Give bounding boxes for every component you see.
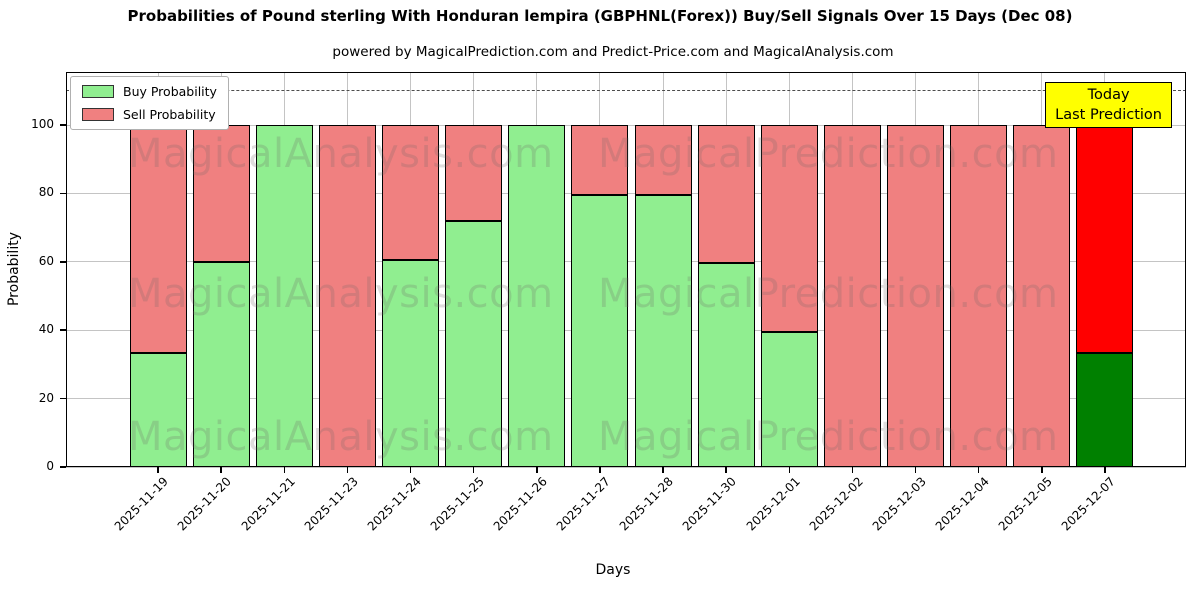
y-tick-mark [60, 329, 66, 331]
legend-item-buy: Buy Probability [82, 84, 217, 99]
y-tick-mark [60, 397, 66, 400]
x-tick-mark [851, 467, 854, 473]
today-annotation: Today Last Prediction [1045, 82, 1172, 128]
bar-sell-segment [823, 125, 881, 467]
h-gridline [66, 124, 1186, 126]
legend-label-sell: Sell Probability [123, 107, 216, 122]
y-tick-mark [60, 261, 66, 263]
x-tick-mark [409, 467, 412, 473]
x-tick-mark [536, 467, 538, 473]
bar-buy-segment [1076, 353, 1134, 467]
y-tick-label: 20 [38, 390, 54, 405]
bar-buy-segment [255, 125, 313, 467]
bar-sell-segment [697, 125, 755, 264]
x-tick-mark [788, 467, 791, 473]
y-tick-label: 40 [38, 322, 54, 337]
bar-sell-segment [382, 125, 440, 261]
legend-label-buy: Buy Probability [123, 84, 217, 99]
bar-sell-segment [1076, 125, 1134, 354]
bar-buy-segment [129, 353, 187, 467]
bar-sell-segment [445, 125, 503, 221]
x-tick-mark [283, 467, 285, 473]
bar-sell-segment [192, 125, 250, 262]
today-annotation-line2: Last Prediction [1055, 107, 1162, 123]
y-tick-mark [60, 466, 66, 468]
x-tick-label: 2025-11-20 [175, 474, 235, 534]
x-tick-label: 2025-12-04 [932, 474, 992, 534]
x-tick-label: 2025-11-23 [301, 474, 361, 534]
x-tick-mark [346, 467, 349, 473]
bar-sell-segment [887, 125, 945, 467]
x-tick-mark [157, 467, 159, 473]
today-annotation-line1: Today [1087, 87, 1130, 103]
bar-sell-segment [634, 125, 692, 196]
bar-buy-segment [192, 261, 250, 467]
bar-sell-segment [571, 125, 629, 196]
x-tick-label: 2025-11-21 [238, 474, 298, 534]
bar-sell-segment [318, 125, 376, 467]
x-tick-mark [914, 467, 917, 473]
y-tick-label: 0 [46, 459, 54, 473]
x-tick-label: 2025-12-02 [806, 474, 866, 534]
y-tick-mark [60, 192, 66, 195]
legend-swatch-sell-icon [82, 108, 114, 121]
y-tick-label: 60 [38, 253, 54, 268]
x-tick-label: 2025-11-25 [427, 474, 487, 534]
h-gridline [66, 466, 1186, 468]
legend-item-sell: Sell Probability [82, 107, 217, 122]
x-tick-mark [725, 467, 727, 473]
chart-subtitle: powered by MagicalPrediction.com and Pre… [332, 44, 894, 60]
x-axis-label: Days [595, 562, 631, 578]
dashed-threshold-line [66, 89, 1186, 91]
y-tick-mark [60, 124, 66, 126]
x-tick-mark [472, 467, 475, 473]
x-tick-mark [662, 467, 664, 473]
y-tick-label: 100 [31, 117, 54, 131]
x-tick-mark [1041, 467, 1043, 473]
legend: Buy Probability Sell Probability [70, 76, 229, 130]
bar-buy-segment [508, 125, 566, 467]
plot-area: Buy Probability Sell Probability Magical… [66, 72, 1186, 468]
x-tick-label: 2025-11-28 [617, 474, 677, 534]
x-tick-label: 2025-11-27 [553, 474, 614, 534]
bar-buy-segment [634, 195, 692, 467]
y-tick-label: 80 [38, 185, 54, 200]
x-tick-mark [599, 467, 601, 473]
x-tick-label: 2025-12-01 [743, 474, 803, 534]
x-tick-mark [1104, 467, 1106, 473]
x-tick-label: 2025-11-26 [490, 474, 550, 534]
bar-sell-segment [129, 125, 187, 354]
bar-buy-segment [697, 263, 755, 467]
bar-buy-segment [382, 260, 440, 467]
x-tick-label: 2025-12-03 [869, 474, 929, 534]
bar-buy-segment [445, 220, 503, 467]
bar-sell-segment [950, 125, 1008, 467]
x-tick-label: 2025-11-24 [364, 474, 424, 534]
chart-title: Probabilities of Pound sterling With Hon… [127, 7, 1073, 25]
x-tick-mark [977, 467, 980, 473]
x-tick-label: 2025-12-05 [995, 474, 1056, 534]
x-tick-label: 2025-11-19 [111, 474, 172, 534]
x-tick-label: 2025-11-30 [680, 474, 740, 534]
bar-buy-segment [571, 195, 629, 467]
bar-buy-segment [760, 331, 818, 467]
x-tick-label: 2025-12-07 [1058, 474, 1119, 534]
x-tick-mark [220, 467, 222, 473]
bar-sell-segment [1013, 125, 1071, 467]
bar-sell-segment [760, 125, 818, 332]
legend-swatch-buy-icon [82, 85, 114, 98]
